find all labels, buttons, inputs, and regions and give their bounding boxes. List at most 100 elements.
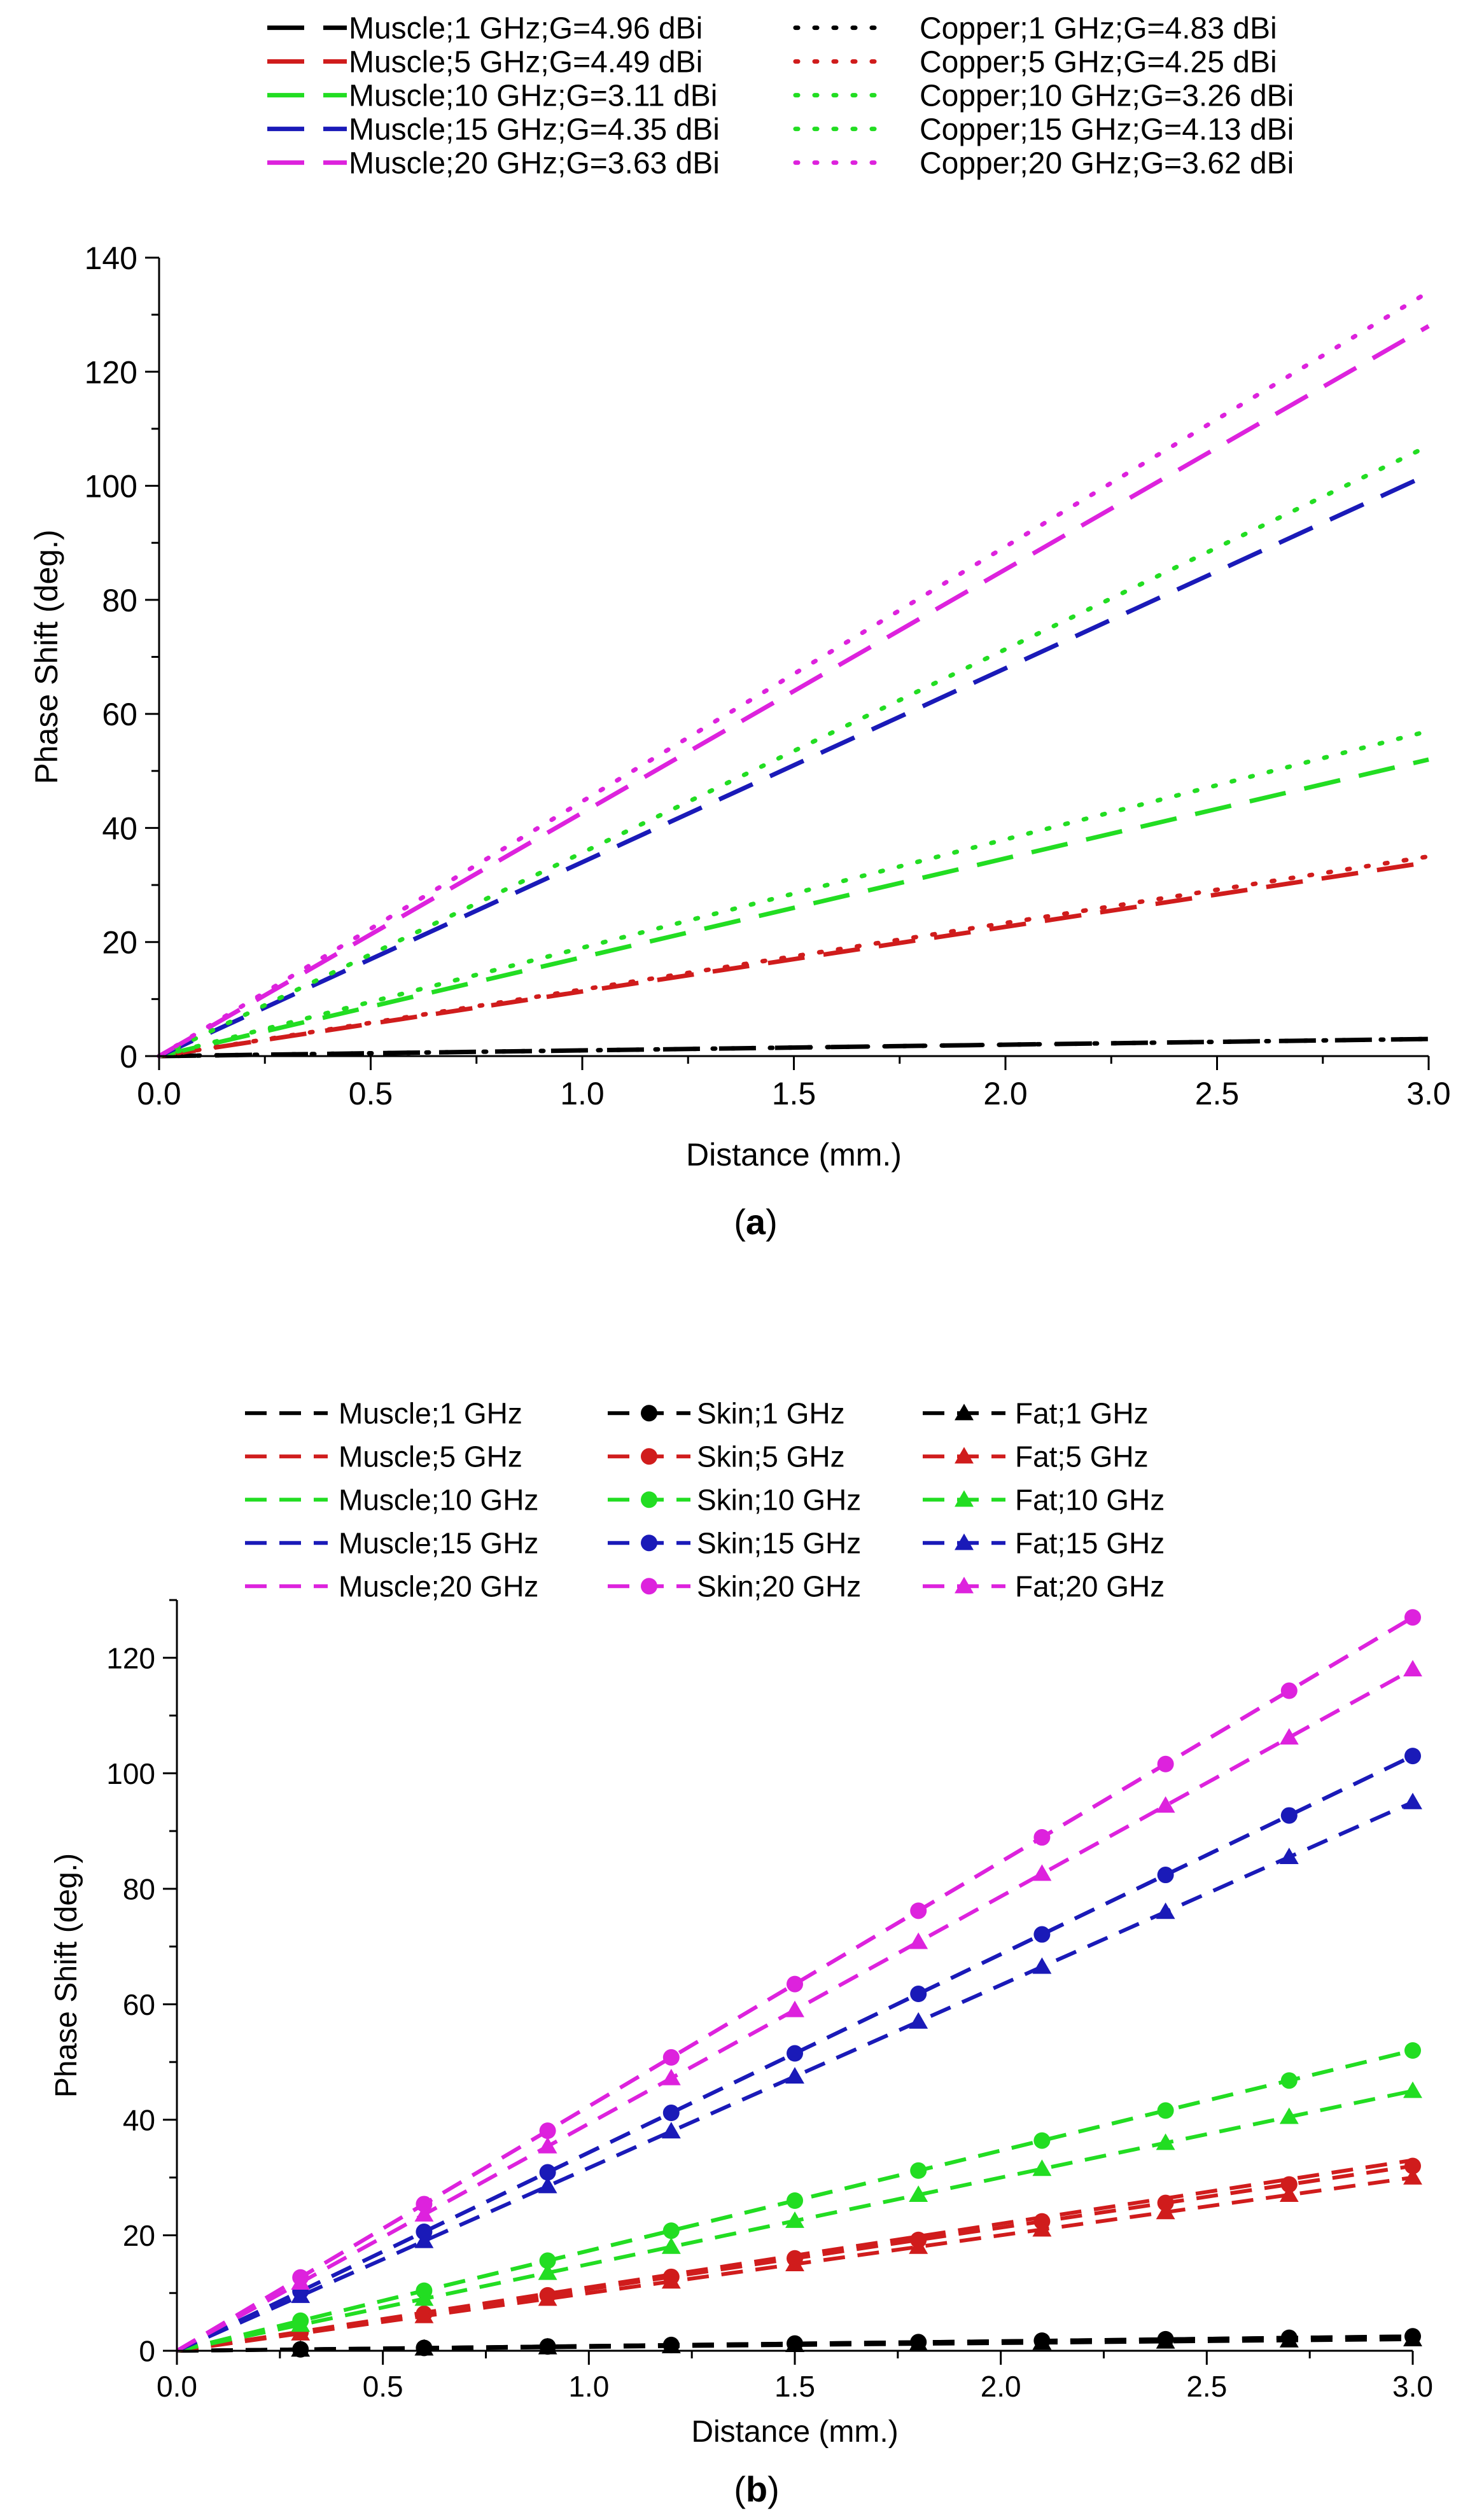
chart-a-x-tick-label: 1.0 bbox=[560, 1076, 605, 1111]
legend-marker-b-10 bbox=[955, 1403, 974, 1421]
series-marker-b-6 bbox=[1404, 2157, 1421, 2175]
chart-a-x-tick-label: 3.0 bbox=[1406, 1076, 1451, 1111]
series-marker-b-13 bbox=[291, 2286, 311, 2303]
chart-a-y-axis-label: Phase Shift (deg.) bbox=[29, 529, 64, 784]
series-line-a-0 bbox=[158, 1036, 1429, 1059]
chart-a-x-tick-label: 0.0 bbox=[137, 1076, 181, 1111]
chart-b-x-tick-label: 1.0 bbox=[568, 2370, 609, 2403]
series-marker-b-14 bbox=[909, 1932, 928, 1949]
series-marker-b-7 bbox=[1280, 2072, 1298, 2089]
legend-label-a-2: Muscle;10 GHz;G=3.11 dBi bbox=[349, 79, 717, 113]
series-marker-b-10 bbox=[1403, 2330, 1422, 2346]
series-line-a-6 bbox=[157, 854, 1431, 1059]
legend-marker-b-13 bbox=[955, 1533, 974, 1550]
series-marker-b-10 bbox=[291, 2340, 311, 2357]
legend-label-b-3: Muscle;15 GHz bbox=[339, 1526, 538, 1559]
legend-label-b-13: Fat;15 GHz bbox=[1015, 1526, 1165, 1559]
chart-b-y-tick-label: 80 bbox=[123, 1872, 155, 1905]
series-marker-b-13 bbox=[1279, 1848, 1299, 1865]
chart-b-series bbox=[176, 1609, 1422, 2358]
chart-a-x-axis-label: Distance (mm.) bbox=[686, 1137, 902, 1173]
legend-label-b-6: Skin;5 GHz bbox=[697, 1440, 845, 1473]
series-marker-b-11 bbox=[661, 2272, 681, 2289]
chart-b-panel-label: (b) bbox=[734, 2469, 780, 2509]
chart-a-y-tick-label: 40 bbox=[102, 811, 137, 846]
series-marker-b-14 bbox=[414, 2204, 434, 2222]
series-marker-b-6 bbox=[1280, 2176, 1298, 2193]
series-marker-b-12 bbox=[414, 2289, 434, 2306]
series-line-b-8 bbox=[176, 1754, 1414, 2353]
chart-b-x-ticks: 0.0 0.5 1.0 1.5 2.0 2.5 3.0 bbox=[157, 2351, 1433, 2403]
legend-label-b-9: Skin;20 GHz bbox=[697, 1570, 861, 1603]
series-marker-b-13 bbox=[538, 2176, 557, 2194]
legend-label-a-3: Muscle;15 GHz;G=4.35 dBi bbox=[349, 113, 720, 146]
series-marker-b-13 bbox=[1032, 1957, 1052, 1974]
series-line-a-1 bbox=[158, 860, 1429, 1059]
series-line-a-3 bbox=[158, 472, 1430, 1059]
legend-label-b-12: Fat;10 GHz bbox=[1015, 1483, 1165, 1516]
legend-marker-b-9 bbox=[641, 1578, 657, 1595]
series-marker-b-14 bbox=[1156, 1796, 1175, 1813]
chart-b-x-tick-label: 0.5 bbox=[363, 2370, 403, 2403]
series-marker-b-7 bbox=[787, 2192, 803, 2209]
series-line-a-9 bbox=[157, 289, 1431, 1059]
chart-a-y-ticks: 0 20 40 60 80 100 120 140 bbox=[85, 240, 159, 1075]
series-marker-b-8 bbox=[539, 2164, 556, 2181]
chart-a-series bbox=[157, 289, 1431, 1059]
chart-b-y-tick-label: 0 bbox=[139, 2335, 155, 2368]
series-marker-b-11 bbox=[538, 2289, 557, 2306]
series-marker-b-13 bbox=[1156, 1902, 1175, 1919]
series-marker-b-9 bbox=[787, 1975, 803, 1993]
series-marker-b-7 bbox=[539, 2252, 556, 2269]
series-marker-b-14 bbox=[538, 2136, 557, 2154]
chart-a-x-tick-label: 2.5 bbox=[1195, 1076, 1240, 1111]
legend-label-a-0: Muscle;1 GHz;G=4.96 dBi bbox=[349, 11, 703, 45]
chart-b-axes: 0.0 0.5 1.0 1.5 2.0 2.5 3.0 0 20 40 60 80 100 120 bbox=[106, 1599, 1433, 2403]
series-line-b-13 bbox=[176, 1800, 1414, 2353]
chart-a-x-tick-label: 0.5 bbox=[349, 1076, 393, 1111]
legend-label-a-6: Copper;5 GHz;G=4.25 dBi bbox=[920, 45, 1277, 79]
chart-a-y-tick-label: 0 bbox=[120, 1039, 137, 1075]
chart-b-y-tick-label: 120 bbox=[106, 1641, 155, 1674]
chart-b: Muscle;1 GHz Muscle;5 GHz Muscle;10 GHz Mus… bbox=[50, 1396, 1433, 2509]
series-marker-b-14 bbox=[291, 2273, 311, 2290]
legend-label-a-4: Muscle;20 GHz;G=3.63 dBi bbox=[349, 146, 720, 180]
series-marker-b-7 bbox=[1033, 2132, 1051, 2149]
chart-b-y-tick-label: 20 bbox=[123, 2219, 155, 2252]
chart-a-panel-label: (a) bbox=[734, 1202, 777, 1242]
series-marker-b-14 bbox=[1032, 1864, 1052, 1881]
legend-label-b-14: Fat;20 GHz bbox=[1015, 1570, 1165, 1603]
legend-marker-b-6 bbox=[641, 1448, 657, 1465]
series-line-a-7 bbox=[157, 728, 1431, 1059]
chart-b-panel-paren-open: ( bbox=[734, 2469, 746, 2509]
series-marker-b-7 bbox=[1404, 2042, 1421, 2059]
series-marker-b-11 bbox=[414, 2306, 434, 2323]
series-marker-b-9 bbox=[539, 2122, 556, 2140]
series-marker-b-10 bbox=[1156, 2332, 1175, 2349]
series-marker-b-9 bbox=[1033, 1829, 1051, 1846]
series-marker-b-8 bbox=[910, 1986, 927, 2003]
legend-label-b-8: Skin;15 GHz bbox=[697, 1526, 861, 1559]
series-marker-b-11 bbox=[1156, 2203, 1175, 2220]
series-marker-b-11 bbox=[785, 2255, 804, 2271]
series-marker-b-13 bbox=[661, 2122, 681, 2139]
series-line-a-4 bbox=[158, 324, 1430, 1059]
series-marker-b-9 bbox=[416, 2196, 433, 2213]
legend-label-b-7: Skin;10 GHz bbox=[697, 1483, 861, 1516]
chart-a-panel-paren-close: ) bbox=[766, 1202, 778, 1242]
legend-marker-b-8 bbox=[641, 1535, 657, 1552]
series-marker-b-12 bbox=[1156, 2133, 1175, 2150]
series-marker-b-8 bbox=[662, 2105, 680, 2122]
series-marker-b-10 bbox=[909, 2334, 928, 2351]
series-line-a-8 bbox=[157, 443, 1431, 1059]
series-marker-b-10 bbox=[1032, 2333, 1052, 2350]
series-marker-b-12 bbox=[785, 2211, 804, 2228]
chart-a-y-tick-label: 100 bbox=[85, 469, 137, 505]
series-marker-b-12 bbox=[1279, 2107, 1299, 2124]
legend-marker-b-5 bbox=[641, 1405, 657, 1422]
legend-label-a-1: Muscle;5 GHz;G=4.49 dBi bbox=[349, 45, 703, 79]
series-marker-b-12 bbox=[1403, 2081, 1422, 2098]
series-marker-b-9 bbox=[1280, 1682, 1298, 1699]
